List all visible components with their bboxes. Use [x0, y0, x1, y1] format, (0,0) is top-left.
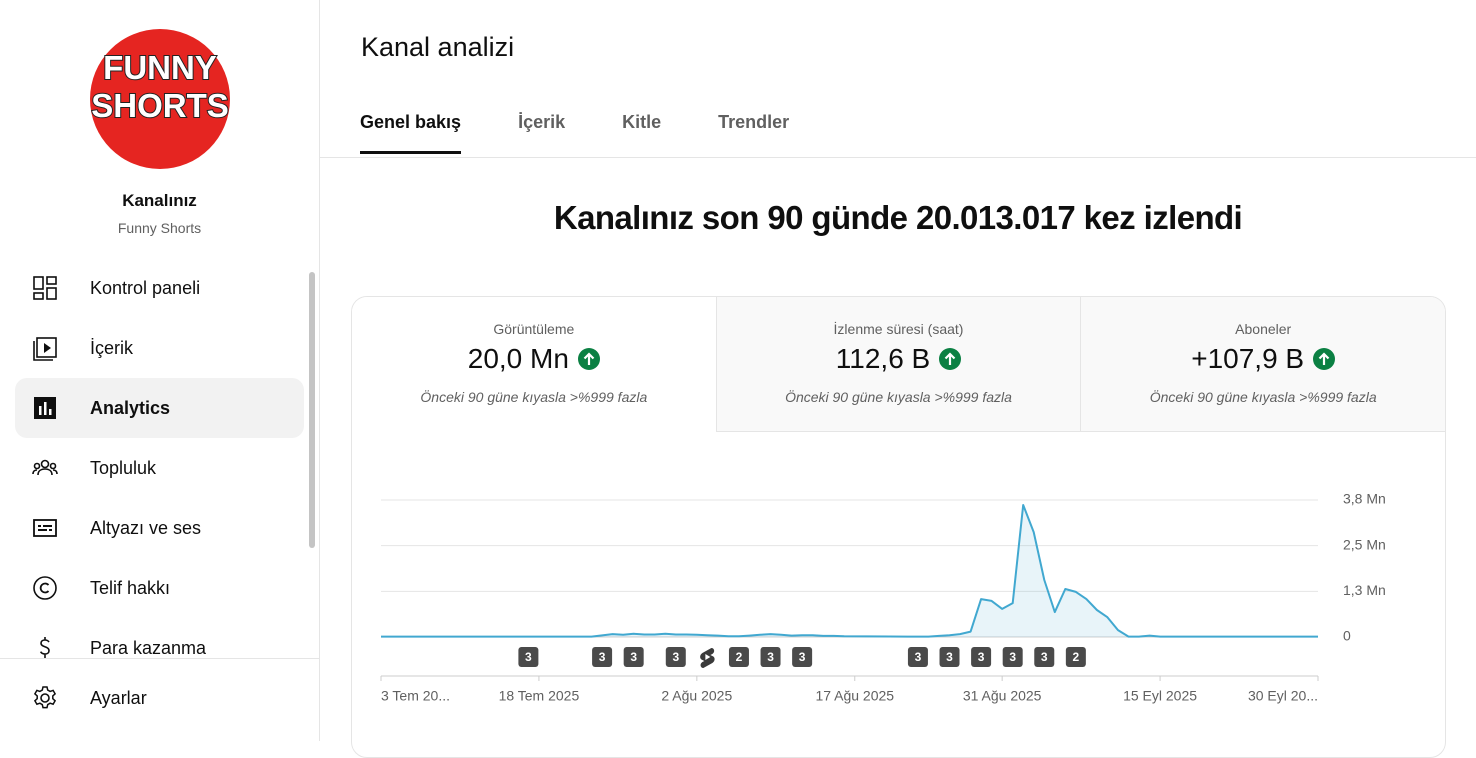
icon: [39, 637, 50, 658]
nav-item[interactable]: İçerik: [15, 318, 304, 378]
nav-label: Telif hakkı: [90, 577, 171, 598]
icon: [33, 276, 57, 300]
icon: [33, 519, 57, 537]
tab[interactable]: Kitle: [622, 112, 662, 132]
nav-item[interactable]: Kontrol paneli: [15, 258, 304, 318]
nav-label: Altyazı ve ses: [90, 517, 202, 538]
metric-value-row: 20,0 Mn: [352, 343, 716, 375]
metric-comparison: Önceki 90 güne kıyasla >%999 fazla: [420, 389, 648, 405]
icon: [34, 397, 56, 419]
scrollbar[interactable]: [309, 272, 315, 548]
nav-item[interactable]: Topluluk: [15, 438, 304, 498]
metric-label: İzlenme süresi (saat): [833, 321, 964, 337]
nav-label: İçerik: [90, 337, 134, 358]
metric-value: 112,6 B: [835, 343, 931, 374]
channel-logo[interactable]: FUNNY SHORTS: [90, 29, 230, 169]
channel-name: Funny Shorts: [117, 220, 202, 236]
nav-item[interactable]: Telif hakkı: [15, 558, 304, 618]
nav: Kontrol paneli İçerik Analytics Topluluk…: [15, 258, 304, 678]
nav-item[interactable]: Para kazanma: [15, 618, 304, 678]
icon: [33, 337, 57, 361]
nav-label: Para kazanma: [90, 637, 207, 658]
tab[interactable]: Trendler: [718, 112, 790, 132]
settings: Ayarlar: [15, 668, 304, 728]
channel-title: Kanalınız: [122, 191, 197, 210]
icon: [33, 576, 57, 600]
metric[interactable]: İzlenme süresi (saat) 112,6 B Önceki 90 …: [715, 297, 1081, 432]
nav-label: Kontrol paneli: [90, 277, 201, 298]
sidebar: FUNNY SHORTS Kanalınız Funny Shorts Kont…: [0, 0, 320, 741]
logo-text: FUNNY: [103, 49, 217, 86]
headline: Kanalınız son 90 günde 20.013.017 kez iz…: [553, 199, 1243, 236]
icon: [32, 459, 58, 476]
analytics-card: Görüntüleme 20,0 Mn Önceki 90 güne kıyas…: [351, 296, 1446, 758]
divider: [0, 658, 319, 659]
icon: [33, 686, 57, 709]
metric-label: Görüntüleme: [493, 321, 575, 337]
tabs: Genel bakış İçerik Kitle Trendler: [360, 112, 846, 154]
logo-text: SHORTS: [91, 87, 229, 124]
up-icon: [939, 348, 962, 370]
nav-label: Topluluk: [90, 457, 157, 478]
nav-item[interactable]: Ayarlar: [15, 668, 304, 728]
metric-value: 20,0 Mn: [467, 343, 569, 374]
nav-label: Ayarlar: [90, 687, 147, 708]
metric-comparison: Önceki 90 güne kıyasla >%999 fazla: [785, 389, 1012, 405]
nav-item[interactable]: Altyazı ve ses: [15, 498, 304, 558]
metric[interactable]: Görüntüleme 20,0 Mn Önceki 90 güne kıyas…: [352, 297, 716, 432]
up-icon: [577, 348, 600, 370]
nav-label: Analytics: [90, 397, 171, 418]
tab[interactable]: Genel bakış: [360, 112, 462, 154]
metric-tabs: Görüntüleme 20,0 Mn Önceki 90 güne kıyas…: [352, 297, 1445, 432]
metric-value-row: +107,9 B: [1081, 343, 1445, 375]
divider: [320, 157, 1476, 158]
nav-item[interactable]: Analytics: [15, 378, 304, 438]
up-icon: [1313, 348, 1336, 370]
tab[interactable]: İçerik: [518, 112, 566, 132]
metric-comparison: Önceki 90 güne kıyasla >%999 fazla: [1149, 389, 1377, 405]
metric-value: +107,9 B: [1191, 343, 1305, 374]
metric[interactable]: Aboneler +107,9 B Önceki 90 güne kıyasla…: [1080, 297, 1445, 432]
page-title: Kanal analizi: [361, 32, 515, 62]
metric-value-row: 112,6 B: [717, 343, 1081, 375]
metric-label: Aboneler: [1235, 321, 1292, 337]
